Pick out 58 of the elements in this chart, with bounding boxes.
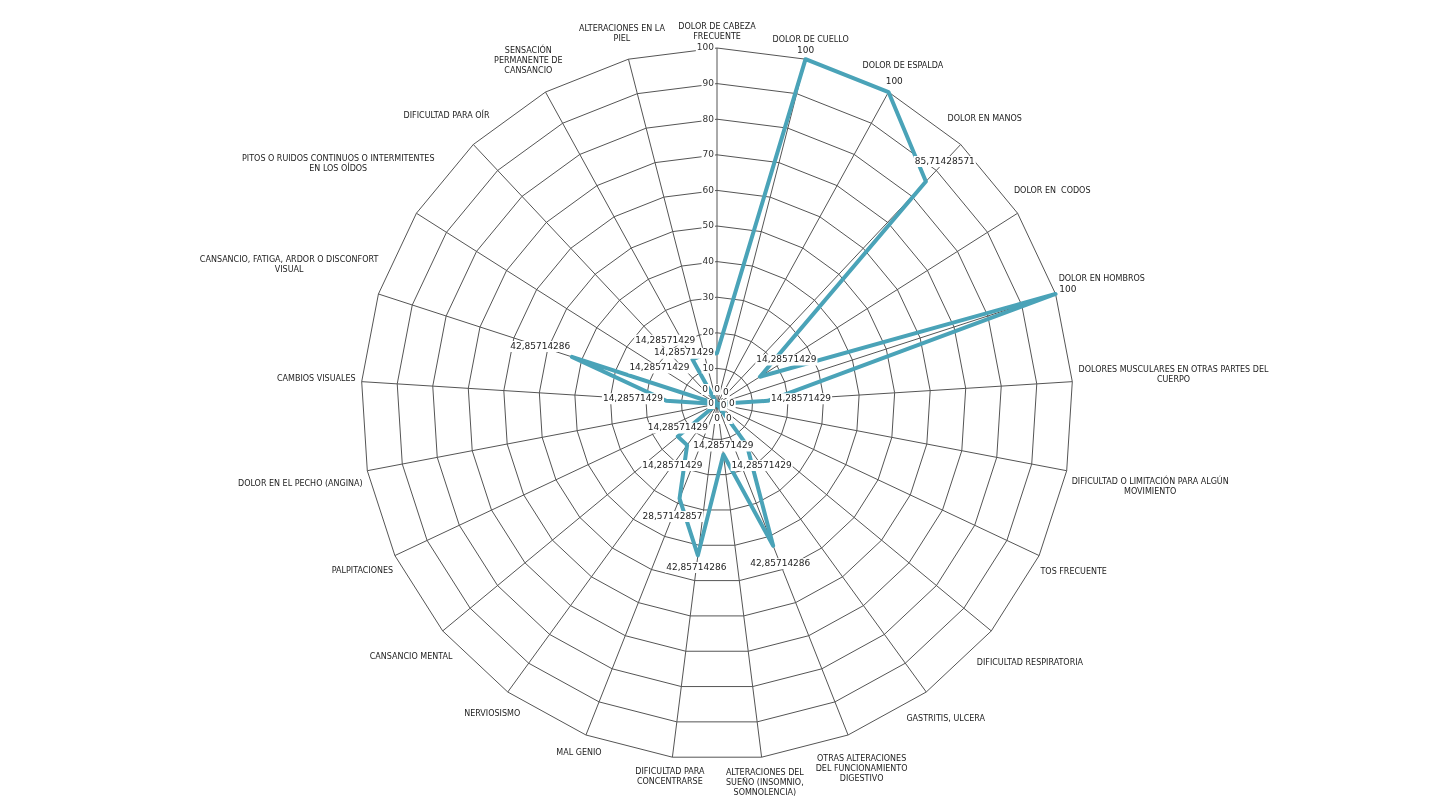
spoke-label: SENSACIÓN PERMANENTE DE CANSANCIO — [494, 43, 563, 75]
data-label: 14,28571429 — [602, 393, 664, 404]
data-label: 42,85714286 — [510, 340, 571, 351]
data-label: 85,71428571 — [914, 155, 975, 166]
spoke-label: OTRAS ALTERACIONES DEL FUNCIONAMIENTO DIGESTIVO — [815, 754, 908, 784]
spoke-label: CANSANCIO MENTAL — [369, 652, 453, 662]
spoke-label: MAL GENIO — [556, 747, 602, 757]
spoke-label: DOLOR EN CODOS — [1013, 186, 1091, 196]
y-tick-label: 100 — [696, 42, 715, 53]
data-label: 100 — [885, 75, 904, 86]
y-tick-label: 90 — [702, 77, 715, 88]
data-label: 14,28571429 — [731, 459, 792, 470]
spoke-label: DIFICULTAD O LIMITACIÓN PARA ALGÚN MOVIMIENTO — [1071, 474, 1229, 496]
data-label: 100 — [796, 45, 815, 56]
data-label: 14,28571429 — [756, 354, 817, 365]
spoke-label: DOLOR EN HOMBROS — [1058, 274, 1145, 284]
y-tick-label: 40 — [702, 255, 715, 266]
y-tick-label: 80 — [702, 113, 715, 124]
spoke-label: PALPITACIONES — [331, 565, 394, 575]
data-label: 28,57142857 — [642, 510, 703, 521]
y-tick-label: 10 — [702, 362, 715, 373]
data-label: 0 — [720, 399, 727, 410]
spoke-label: ALTERACIONES EN LA PIEL — [578, 23, 666, 43]
data-label: 0 — [723, 386, 729, 397]
spoke-label: DOLOR DE CABEZA FRECUENTE — [678, 22, 757, 42]
data-label: 14,28571429 — [653, 347, 715, 358]
spoke-label: CANSANCIO, FATIGA, ARDOR O DISCONFORT VISUAL — [199, 255, 379, 275]
data-label: 14,28571429 — [770, 393, 832, 404]
data-label: 14,28571429 — [647, 422, 709, 433]
data-label: 14,28571429 — [693, 440, 754, 451]
data-label: 0 — [726, 412, 732, 423]
spoke-label: DIFICULTAD PARA CONCENTRARSE — [635, 767, 705, 787]
data-label: 42,85714286 — [750, 558, 811, 569]
spoke-label: DIFICULTAD PARA OÍR — [403, 109, 490, 121]
spoke-label: TOS FRECUENTE — [1039, 566, 1107, 576]
spoke-label: CAMBIOS VISUALES — [277, 373, 356, 383]
y-tick-label: 50 — [702, 220, 715, 231]
data-label: 14,28571429 — [642, 459, 703, 470]
spoke-label: DOLOR EN MANOS — [947, 113, 1022, 123]
spoke-label: DOLORES MUSCULARES EN OTRAS PARTES DEL CUERPO — [1078, 365, 1269, 385]
data-label: 14,28571429 — [635, 334, 696, 345]
data-label: 42,85714286 — [666, 561, 727, 572]
data-label: 100 — [1059, 284, 1077, 295]
spoke-label: DOLOR EN EL PECHO (ANGINA) — [237, 478, 363, 488]
data-label: 0 — [729, 398, 735, 409]
spoke-label: DIFICULTAD RESPIRATORIA — [976, 657, 1084, 667]
y-tick-label: 30 — [702, 291, 715, 302]
spoke-label: NERVIOSISMO — [464, 708, 521, 718]
y-tick-label: 0 — [708, 398, 715, 409]
data-label: 14,28571429 — [629, 362, 690, 373]
y-tick-label: 70 — [702, 149, 715, 160]
spoke-label: DOLOR DE ESPALDA — [862, 60, 944, 70]
y-tick-label: 20 — [702, 327, 715, 338]
spoke-label: ALTERACIONES DEL SUEÑO (INSOMNIO, SOMNOLENCIA) — [725, 767, 805, 797]
y-tick-label: 60 — [702, 184, 715, 195]
spoke-label: PITOS O RUIDOS CONTINUOS O INTERMITENTES EN LOS OÍDOS — [242, 153, 435, 173]
spoke-label: DOLOR DE CUELLO — [772, 34, 849, 44]
spoke-label: GASTRITIS, ULCERA — [906, 713, 986, 723]
